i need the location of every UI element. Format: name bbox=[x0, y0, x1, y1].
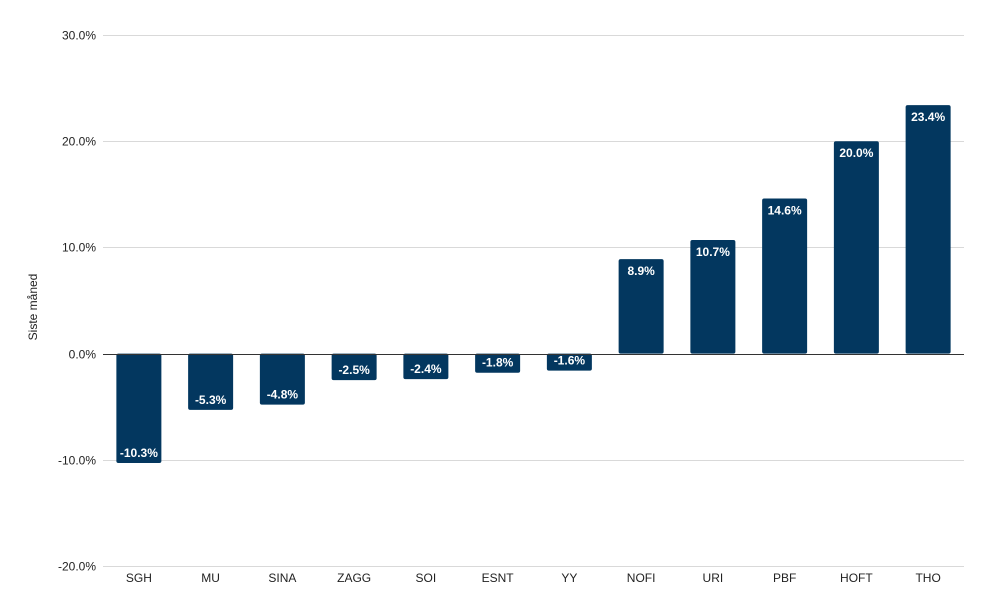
data-label: -1.8% bbox=[482, 356, 514, 370]
data-label: -2.5% bbox=[338, 363, 370, 377]
y-tick-label: -10.0% bbox=[58, 454, 96, 468]
bar-soi bbox=[403, 353, 449, 380]
bars bbox=[116, 105, 951, 463]
data-label: 20.0% bbox=[839, 146, 873, 160]
bar-zagg bbox=[331, 353, 377, 381]
data-label: -10.3% bbox=[120, 446, 158, 460]
y-tick-label: 10.0% bbox=[62, 241, 96, 255]
bar-yy bbox=[546, 353, 592, 371]
x-tick-label: PBF bbox=[773, 571, 796, 585]
y-axis-ticks: -20.0% -10.0% 0.0% 10.0% 20.0% 30.0% bbox=[58, 29, 96, 574]
bar-data-labels: -10.3% -5.3% -4.8% -2.5% -2.4% -1.8% -1.6% 8.9%… bbox=[120, 110, 946, 460]
data-label: -1.6% bbox=[554, 354, 586, 368]
x-tick-label: SINA bbox=[268, 571, 296, 585]
x-tick-label: THO bbox=[915, 571, 940, 585]
data-label: -5.3% bbox=[195, 393, 227, 407]
bar-sina bbox=[259, 353, 305, 405]
x-tick-label: SGH bbox=[126, 571, 152, 585]
bar-pbf bbox=[762, 198, 808, 354]
x-tick-label: ZAGG bbox=[337, 571, 371, 585]
y-tick-label: 30.0% bbox=[62, 29, 96, 43]
x-tick-label: SOI bbox=[416, 571, 437, 585]
data-label: -4.8% bbox=[267, 388, 299, 402]
y-axis-title: Siste måned bbox=[26, 274, 40, 341]
bar-mu bbox=[188, 353, 234, 410]
gridlines bbox=[103, 35, 964, 567]
data-label: 14.6% bbox=[768, 204, 802, 218]
bar-nofi bbox=[618, 259, 664, 354]
bar-uri bbox=[690, 239, 736, 354]
x-tick-label: URI bbox=[703, 571, 724, 585]
bar-tho bbox=[905, 105, 951, 354]
data-label: 10.7% bbox=[696, 245, 730, 259]
x-axis-ticks: SGH MU SINA ZAGG SOI ESNT YY NOFI URI PBF HOFT THO bbox=[126, 571, 941, 585]
x-tick-label: NOFI bbox=[627, 571, 656, 585]
bar-hoft bbox=[833, 141, 879, 354]
y-tick-label: -20.0% bbox=[58, 560, 96, 574]
x-tick-label: YY bbox=[561, 571, 577, 585]
bar-esnt bbox=[475, 353, 521, 373]
bar-sgh bbox=[116, 353, 162, 463]
x-tick-label: HOFT bbox=[840, 571, 873, 585]
data-label: 23.4% bbox=[911, 110, 945, 124]
data-label: 8.9% bbox=[627, 264, 655, 278]
y-tick-label: 20.0% bbox=[62, 135, 96, 149]
x-tick-label: MU bbox=[201, 571, 220, 585]
y-tick-label: 0.0% bbox=[69, 348, 97, 362]
data-label: -2.4% bbox=[410, 362, 442, 376]
x-tick-label: ESNT bbox=[482, 571, 515, 585]
